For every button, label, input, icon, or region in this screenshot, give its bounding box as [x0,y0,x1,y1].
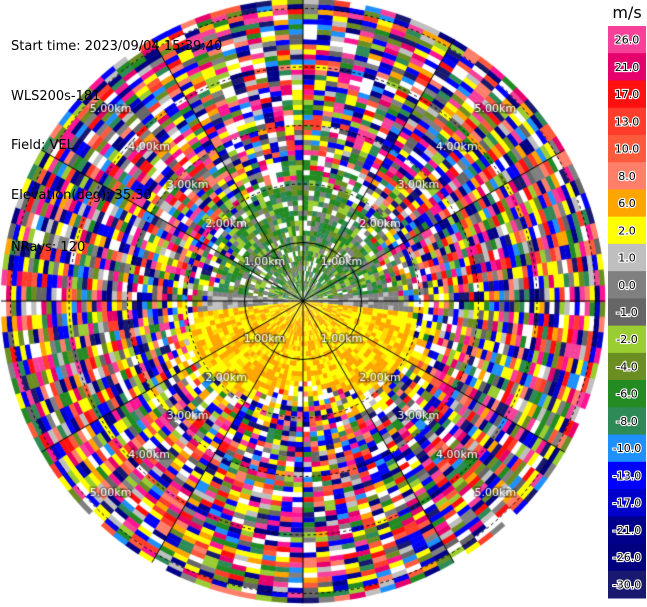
scan-info: Start time: 2023/09/04 15:39:40 WLS200s-… [11,6,222,273]
start-time-label: Start time: 2023/09/04 15:39:40 [11,39,223,54]
elevation-label: Elevation(deg): 35.30 [11,187,152,203]
instrument-label: WLS200s-181 [11,88,101,104]
nrays-label: NRays: 120 [11,240,86,255]
field-label: Field: VEL [11,138,74,153]
